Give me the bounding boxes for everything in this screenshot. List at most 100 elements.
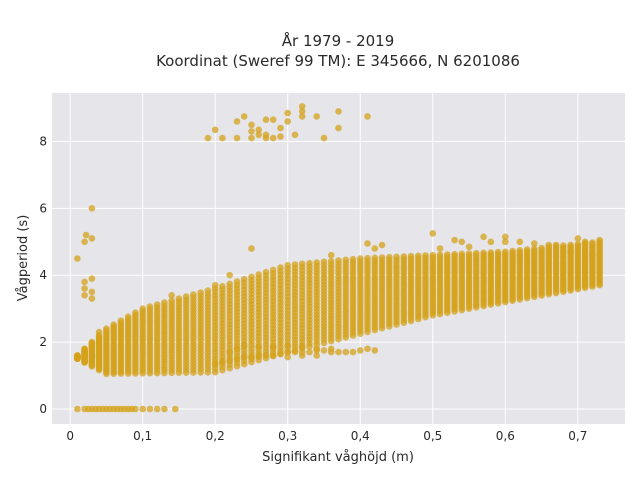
data-point [429, 230, 437, 237]
data-point [436, 245, 444, 252]
data-point [82, 231, 90, 239]
data-point [284, 342, 292, 349]
data-point [226, 280, 233, 288]
y-tick-label: 8 [39, 134, 47, 148]
data-point [581, 238, 589, 246]
data-point [81, 292, 88, 299]
data-point [211, 281, 219, 289]
data-point [393, 253, 400, 261]
chart-title-line1: År 1979 - 2019 [282, 31, 395, 50]
data-point [248, 353, 255, 361]
data-point [88, 275, 96, 282]
data-point [139, 305, 146, 313]
x-tick-label: 0,3 [278, 429, 297, 443]
data-point [313, 113, 321, 120]
y-axis-ticks: 0 2 4 6 8 [39, 134, 47, 415]
data-point [168, 292, 175, 299]
data-point [88, 338, 96, 346]
data-point [574, 235, 582, 242]
data-point [110, 321, 117, 329]
data-point [277, 133, 284, 140]
y-axis-label: Vågperiod (s) [16, 215, 31, 302]
data-point [502, 233, 509, 241]
data-point [327, 345, 335, 353]
data-point [465, 243, 473, 251]
x-tick-label: 0,2 [206, 429, 225, 443]
data-point [255, 271, 262, 278]
data-point [458, 250, 466, 258]
data-point [284, 353, 292, 361]
y-tick-label: 2 [39, 335, 47, 349]
data-point [132, 405, 139, 413]
x-tick-label: 0,4 [351, 429, 370, 443]
data-point [371, 245, 379, 252]
data-point [567, 248, 574, 256]
data-point [298, 352, 306, 359]
y-tick-label: 4 [39, 268, 47, 282]
data-point [349, 255, 357, 263]
data-point [451, 250, 458, 258]
data-point [95, 328, 103, 336]
data-point [502, 238, 509, 246]
data-point [291, 131, 299, 139]
data-point [552, 241, 560, 249]
data-point [269, 266, 277, 274]
data-point [240, 275, 248, 283]
y-tick-label: 6 [39, 201, 47, 215]
data-point [313, 352, 321, 359]
data-point [284, 118, 292, 125]
data-point [248, 121, 255, 129]
data-point [335, 348, 342, 356]
data-point [277, 124, 284, 132]
data-point [574, 240, 582, 248]
data-point [146, 303, 154, 310]
data-point [262, 131, 270, 139]
data-point [335, 257, 342, 264]
data-point [233, 134, 241, 142]
data-point [240, 342, 248, 349]
data-point [161, 405, 168, 413]
data-point [233, 278, 241, 285]
data-point [95, 338, 103, 346]
x-axis-ticks: 0 0,1 0,2 0,3 0,4 0,5 0,6 0,7 [66, 429, 587, 443]
data-point [153, 301, 161, 308]
data-point [494, 248, 502, 256]
data-point [233, 355, 241, 363]
data-point [298, 103, 306, 110]
data-point [248, 128, 255, 135]
data-point [567, 241, 574, 249]
data-point [465, 250, 473, 257]
data-point [436, 251, 444, 259]
data-point [509, 247, 516, 255]
data-point [175, 295, 183, 302]
data-point [255, 131, 262, 139]
data-point [248, 273, 255, 281]
data-point [371, 254, 379, 262]
data-point [335, 108, 342, 115]
data-point [211, 126, 219, 134]
data-point [298, 260, 306, 268]
data-point [313, 345, 321, 353]
data-point [386, 253, 393, 261]
data-point [320, 258, 328, 266]
data-point [219, 134, 226, 142]
data-point [284, 109, 292, 117]
data-point [320, 347, 328, 354]
x-axis-label: Signifikant våghöjd (m) [262, 450, 414, 465]
data-point [81, 285, 88, 292]
data-point [422, 252, 429, 259]
data-point [560, 242, 567, 249]
data-point [284, 261, 292, 269]
data-point [269, 116, 277, 123]
data-point [306, 259, 313, 267]
data-point [487, 238, 495, 246]
data-point [255, 352, 262, 359]
data-point [502, 248, 509, 256]
data-point [168, 297, 175, 304]
data-point [458, 238, 466, 246]
data-point [444, 251, 451, 258]
data-point [255, 126, 262, 134]
data-point [320, 134, 328, 142]
data-point [161, 299, 168, 306]
data-point [81, 278, 88, 286]
